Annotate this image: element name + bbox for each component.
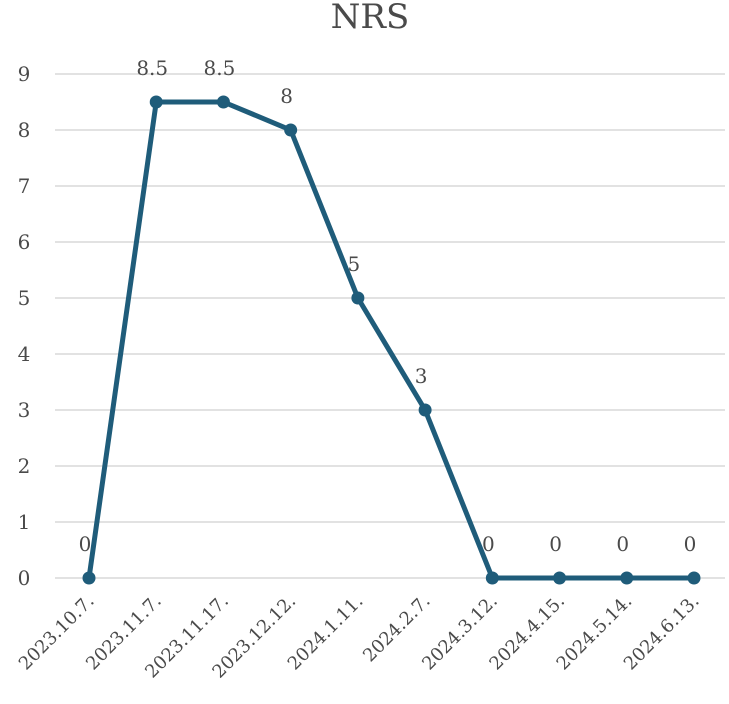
data-label: 8.5 xyxy=(204,56,236,80)
y-tick-label: 2 xyxy=(18,454,31,478)
y-axis-ticks: 0 1 2 3 4 5 6 7 8 9 xyxy=(18,62,31,590)
data-point xyxy=(284,123,298,137)
data-point xyxy=(620,571,634,585)
data-point xyxy=(351,291,365,305)
data-label: 8 xyxy=(280,84,293,108)
series-line xyxy=(86,99,694,581)
x-axis-ticks: 2023.10.7.2023.11.7.2023.11.17.2023.12.1… xyxy=(15,591,704,683)
data-label: 3 xyxy=(415,364,428,388)
data-point xyxy=(418,403,432,417)
data-label: 8.5 xyxy=(136,56,168,80)
chart-title: NRS xyxy=(331,0,410,37)
data-point xyxy=(553,571,567,585)
y-tick-label: 0 xyxy=(18,566,31,590)
data-point xyxy=(149,95,163,109)
data-label: 0 xyxy=(684,532,697,556)
y-tick-label: 5 xyxy=(18,286,31,310)
y-tick-label: 9 xyxy=(18,62,31,86)
data-label: 0 xyxy=(549,532,562,556)
y-tick-label: 8 xyxy=(18,118,31,142)
data-label: 5 xyxy=(348,252,361,276)
y-tick-label: 6 xyxy=(18,230,31,254)
y-tick-label: 7 xyxy=(18,174,31,198)
data-point xyxy=(216,95,230,109)
data-point xyxy=(82,571,96,585)
data-point xyxy=(687,571,701,585)
grid-lines xyxy=(55,73,725,579)
y-tick-label: 3 xyxy=(18,398,31,422)
data-point xyxy=(485,571,499,585)
data-label: 0 xyxy=(79,532,92,556)
data-labels: 0 8.5 8.5 8 5 3 0 0 0 0 xyxy=(79,56,697,556)
y-tick-label: 1 xyxy=(18,510,31,534)
series-line-group xyxy=(82,95,701,585)
data-label: 0 xyxy=(482,532,495,556)
data-label: 0 xyxy=(616,532,629,556)
y-tick-label: 4 xyxy=(18,342,31,366)
